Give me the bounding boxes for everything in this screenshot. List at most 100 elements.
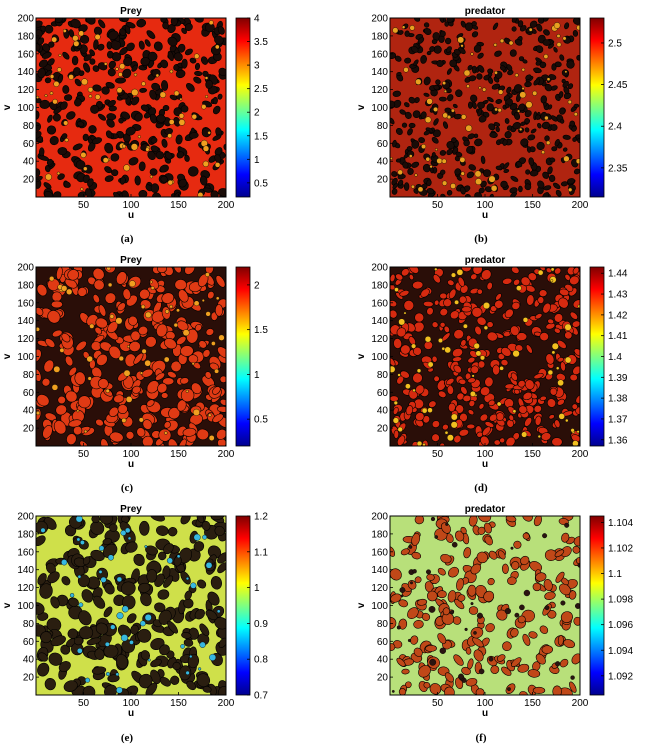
colorbar-tick-label: 1.098	[608, 595, 633, 606]
y-tick-label: 60	[377, 637, 389, 648]
x-tick-label: 200	[218, 698, 235, 709]
y-tick-label: 120	[17, 583, 34, 594]
y-tick-label: 140	[371, 565, 388, 576]
panel-title: predator	[465, 6, 506, 17]
y-tick-label: 80	[377, 370, 389, 381]
colorbar-tick-label: 1.104	[608, 518, 633, 529]
colorbar-tick-label: 4	[254, 14, 260, 25]
colorbar-tick-label: 2.35	[608, 163, 628, 174]
colorbar-tick-label: 1.5	[254, 131, 268, 142]
colorbar-tick-label: 1.5	[254, 325, 268, 336]
panel-caption: (b)	[474, 233, 488, 245]
y-tick-label: 60	[377, 139, 389, 150]
panel-caption: (d)	[474, 482, 488, 494]
colorbar-tick-label: 1.1	[608, 569, 622, 580]
y-tick-label: 20	[377, 424, 389, 435]
colorbar-tick-label: 0.5	[254, 415, 268, 426]
y-tick-label: 40	[23, 655, 35, 666]
x-tick-label: 100	[123, 449, 140, 460]
x-tick-label: 50	[78, 698, 90, 709]
colorbar-tick-label: 1	[254, 155, 260, 166]
y-tick-label: 200	[17, 263, 34, 274]
y-axis-label: v	[356, 353, 367, 359]
y-tick-label: 140	[371, 67, 388, 78]
y-axis-label: v	[2, 602, 13, 608]
x-tick-label: 50	[78, 200, 90, 211]
y-tick-label: 40	[377, 655, 389, 666]
x-tick-label: 50	[432, 200, 444, 211]
colorbar-tick-label: 1.37	[608, 414, 628, 425]
pattern-marks	[390, 267, 580, 446]
x-tick-label: 100	[123, 200, 140, 211]
panel-title: Prey	[120, 255, 142, 266]
colorbar	[589, 17, 605, 198]
x-tick-label: 150	[170, 449, 187, 460]
y-tick-label: 20	[23, 424, 35, 435]
y-tick-label: 200	[17, 512, 34, 523]
x-tick-label: 150	[170, 698, 187, 709]
x-tick-label: 200	[572, 449, 589, 460]
x-tick-label: 100	[477, 449, 494, 460]
x-axis-label: u	[128, 708, 134, 719]
y-tick-label: 160	[17, 49, 34, 60]
colorbar-tick-label: 1.102	[608, 543, 633, 554]
colorbar-tick-label: 2.5	[608, 38, 622, 49]
colorbar-tick-label: 1.36	[608, 435, 628, 446]
colorbar-tick-label: 2.5	[254, 84, 268, 95]
y-tick-label: 160	[371, 49, 388, 60]
y-tick-label: 100	[17, 352, 34, 363]
panel-2: predator 50 100 150 200 20 40 60 80 100 120 140 160 1…	[356, 6, 628, 245]
colorbar-tick-label: 1.092	[608, 671, 633, 682]
x-tick-label: 150	[524, 200, 541, 211]
x-tick-label: 50	[432, 698, 444, 709]
x-axis-label: u	[128, 210, 134, 221]
y-tick-label: 120	[371, 85, 388, 96]
y-tick-label: 180	[17, 31, 34, 42]
panel-5: Prey 50 100 150 200 20 40 60 80 100 120 140 160 180 20…	[2, 504, 268, 744]
y-tick-label: 200	[371, 512, 388, 523]
panel-title: predator	[465, 255, 506, 266]
y-tick-label: 100	[371, 352, 388, 363]
y-tick-label: 60	[23, 139, 35, 150]
x-axis-label: u	[482, 708, 488, 719]
y-tick-label: 80	[23, 370, 35, 381]
panel-caption: (e)	[121, 732, 134, 744]
colorbar-tick-label: 3.5	[254, 37, 268, 48]
y-tick-label: 120	[17, 85, 34, 96]
x-axis-label: u	[482, 459, 488, 470]
y-tick-label: 100	[371, 601, 388, 612]
x-tick-label: 100	[477, 200, 494, 211]
y-tick-label: 20	[377, 673, 389, 684]
y-tick-label: 60	[377, 388, 389, 399]
colorbar-tick-label: 1.2	[254, 512, 268, 523]
y-tick-label: 160	[17, 298, 34, 309]
y-tick-label: 80	[377, 619, 389, 630]
colorbar	[235, 266, 251, 447]
y-tick-label: 140	[17, 67, 34, 78]
colorbar-tick-label: 1.43	[608, 290, 628, 301]
y-tick-label: 120	[371, 334, 388, 345]
y-tick-label: 40	[377, 406, 389, 417]
y-tick-label: 120	[371, 583, 388, 594]
y-tick-label: 80	[23, 121, 35, 132]
y-axis-label: v	[2, 104, 13, 110]
y-axis-label: v	[356, 602, 367, 608]
x-tick-label: 150	[524, 449, 541, 460]
y-tick-label: 140	[17, 316, 34, 327]
x-tick-label: 100	[477, 698, 494, 709]
pattern-marks	[36, 516, 226, 695]
y-tick-label: 200	[371, 263, 388, 274]
y-tick-label: 180	[371, 280, 388, 291]
y-tick-label: 20	[23, 673, 35, 684]
y-axis-label: v	[2, 353, 13, 359]
y-tick-label: 180	[371, 529, 388, 540]
y-tick-label: 160	[371, 298, 388, 309]
panel-caption: (c)	[121, 482, 134, 494]
y-tick-label: 20	[23, 175, 35, 186]
y-tick-label: 180	[371, 31, 388, 42]
y-tick-label: 60	[23, 388, 35, 399]
colorbar-tick-label: 0.8	[254, 655, 268, 666]
